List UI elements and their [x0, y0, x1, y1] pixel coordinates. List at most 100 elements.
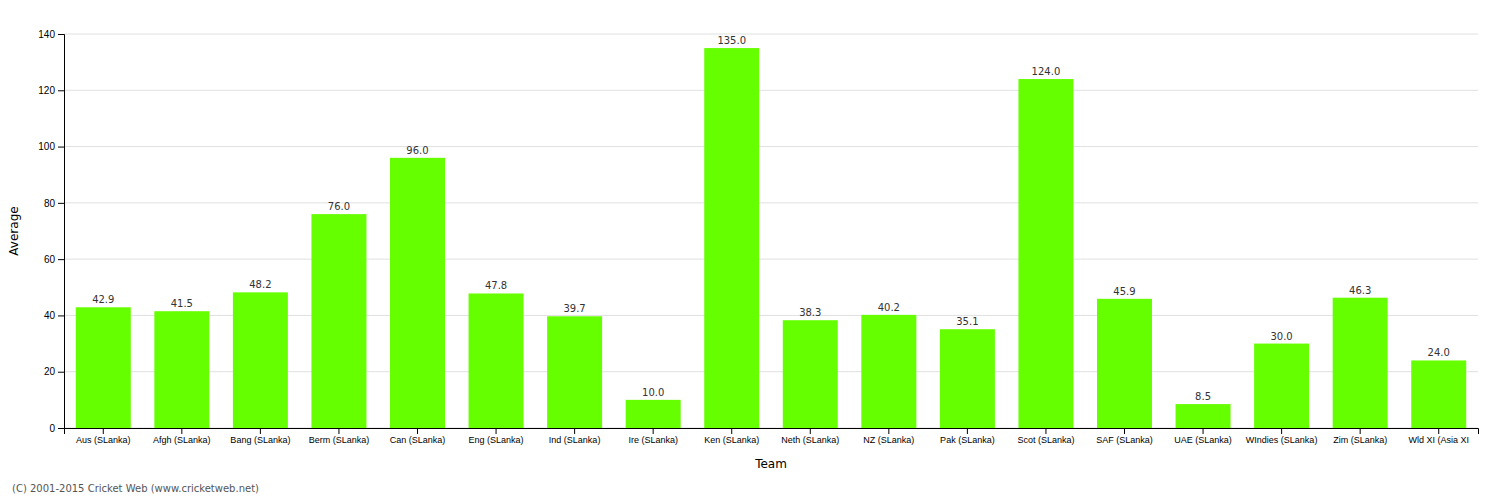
y-tick-label: 120 — [38, 85, 55, 96]
data-label: 38.3 — [799, 307, 821, 318]
data-label: 41.5 — [171, 298, 193, 309]
bar — [1333, 298, 1388, 428]
x-tick-label: Can (SLanka) — [390, 435, 446, 445]
x-tick-mark — [338, 428, 339, 434]
x-tick-label: Ire (SLanka) — [628, 435, 678, 445]
y-tick-label: 100 — [38, 141, 55, 152]
x-tick-mark — [1281, 428, 1282, 434]
x-tick: WIndies (SLanka) — [1246, 428, 1318, 445]
grid-line — [64, 34, 1478, 35]
x-tick: Ind (SLanka) — [549, 428, 601, 445]
data-label: 47.8 — [485, 280, 507, 291]
y-tick-mark — [58, 259, 64, 260]
x-tick-label: WIndies (SLanka) — [1246, 435, 1318, 445]
grid-line — [64, 202, 1478, 203]
y-tick-label: 80 — [44, 198, 56, 209]
x-tick: Berm (SLanka) — [309, 428, 370, 445]
bar — [1254, 344, 1309, 428]
x-tick-mark — [181, 428, 182, 434]
y-tick-mark — [58, 90, 64, 91]
x-tick-mark — [1203, 428, 1204, 434]
data-label: 40.2 — [878, 302, 900, 313]
x-tick-mark — [1124, 428, 1125, 434]
x-axis-line — [65, 429, 1479, 435]
data-label: 35.1 — [956, 316, 978, 327]
x-tick-mark — [1045, 428, 1046, 434]
y-tick: 0 — [49, 423, 64, 434]
bar — [547, 316, 602, 428]
x-tick-label: NZ (SLanka) — [863, 435, 914, 445]
chart-root: Aus (SLanka) Afgh (SLanka) Bang (SLanka) Be… — [0, 0, 1500, 500]
x-tick-label: Zim (SLanka) — [1333, 435, 1387, 445]
grid-line — [64, 146, 1478, 147]
bar — [469, 293, 524, 428]
x-tick: SAF (SLanka) — [1096, 428, 1153, 445]
x-axis-title: Team — [754, 457, 787, 471]
x-tick: Ken (SLanka) — [704, 428, 759, 445]
bar — [626, 400, 681, 428]
bar — [1411, 360, 1466, 428]
bar — [704, 48, 759, 428]
x-tick: Neth (SLanka) — [781, 428, 839, 445]
data-labels: 42.941.548.276.096.047.839.710.0135.038.… — [92, 35, 1450, 402]
data-label: 135.0 — [717, 35, 746, 46]
bar — [311, 214, 366, 428]
y-tick: 80 — [44, 198, 64, 209]
grid-line — [64, 90, 1478, 91]
x-tick-mark — [1438, 428, 1439, 434]
y-tick-label: 140 — [38, 29, 55, 40]
x-tick-mark — [496, 428, 497, 434]
x-tick: Afgh (SLanka) — [153, 428, 211, 445]
data-label: 124.0 — [1032, 66, 1061, 77]
bar — [861, 315, 916, 428]
x-tick-label: Scot (SLanka) — [1017, 435, 1074, 445]
data-label: 42.9 — [92, 294, 114, 305]
x-tick-mark — [417, 428, 418, 434]
x-tick-mark — [653, 428, 654, 434]
data-label: 39.7 — [563, 303, 585, 314]
x-tick: Aus (SLanka) — [76, 428, 131, 445]
x-tick-label: Eng (SLanka) — [469, 435, 524, 445]
x-tick: NZ (SLanka) — [863, 428, 914, 445]
y-axis-title: Average — [7, 206, 21, 255]
grid — [64, 34, 1478, 428]
x-tick-label: Berm (SLanka) — [309, 435, 370, 445]
x-tick: Bang (SLanka) — [230, 428, 290, 445]
bar — [1176, 404, 1231, 428]
y-tick-label: 20 — [44, 366, 56, 377]
x-tick-label: Neth (SLanka) — [781, 435, 839, 445]
x-tick: Scot (SLanka) — [1017, 428, 1074, 445]
y-tick-mark — [58, 372, 64, 373]
bar — [390, 158, 445, 428]
data-label: 46.3 — [1349, 285, 1371, 296]
x-tick-label: Bang (SLanka) — [230, 435, 290, 445]
y-tick: 20 — [44, 366, 64, 377]
y-tick: 120 — [38, 85, 64, 96]
x-tick-mark — [731, 428, 732, 434]
y-tick-mark — [58, 428, 64, 429]
x-tick-label: SAF (SLanka) — [1096, 435, 1153, 445]
data-label: 48.2 — [249, 279, 271, 290]
x-tick: UAE (SLanka) — [1174, 428, 1232, 445]
x-tick-mark — [103, 428, 104, 434]
y-tick-mark — [58, 147, 64, 148]
x-tick-label: Afgh (SLanka) — [153, 435, 211, 445]
y-tick-label: 40 — [44, 310, 56, 321]
y-axis: 0 20 40 60 80 100 120 140 — [38, 29, 64, 434]
x-tick-mark — [1360, 428, 1361, 434]
x-tick-label: Pak (SLanka) — [940, 435, 995, 445]
plot-area: Aus (SLanka) Afgh (SLanka) Bang (SLanka) Be… — [38, 29, 1478, 446]
bar — [76, 307, 131, 428]
x-tick-label: UAE (SLanka) — [1174, 435, 1232, 445]
y-tick-mark — [58, 34, 64, 35]
y-tick: 100 — [38, 141, 64, 152]
x-tick-mark — [260, 428, 261, 434]
bar — [783, 320, 838, 428]
x-tick-mark — [888, 428, 889, 434]
bar — [1097, 299, 1152, 428]
y-tick-label: 60 — [44, 254, 56, 265]
x-tick-label: Wld XI (Asia XI — [1408, 435, 1469, 445]
data-label: 76.0 — [328, 201, 350, 212]
x-tick-mark — [574, 428, 575, 434]
data-label: 45.9 — [1113, 286, 1135, 297]
